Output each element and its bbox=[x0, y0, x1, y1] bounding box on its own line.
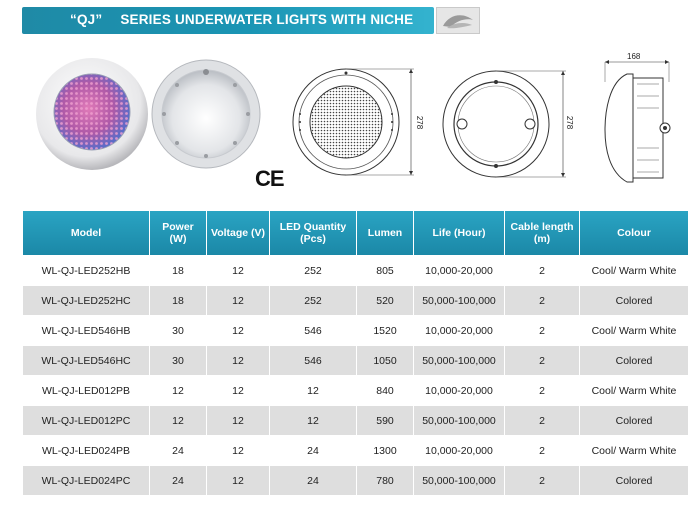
cell-power: 12 bbox=[150, 376, 206, 405]
cell-colour: Cool/ Warm White bbox=[580, 376, 688, 405]
cell-life: 50,000-100,000 bbox=[414, 466, 504, 495]
cell-colour: Colored bbox=[580, 466, 688, 495]
niche-photo bbox=[151, 59, 261, 169]
cell-voltage: 12 bbox=[207, 286, 269, 315]
cell-led-quantity: 252 bbox=[270, 286, 356, 315]
cell-voltage: 12 bbox=[207, 376, 269, 405]
ce-mark: CE bbox=[255, 166, 285, 191]
cell-power: 18 bbox=[150, 286, 206, 315]
spec-table: Model Power (W) Voltage (V) LED Quantity… bbox=[22, 210, 689, 496]
table-row: WL-QJ-LED252HB 18 12 252 805 10,000-20,0… bbox=[23, 256, 688, 285]
cell-life: 10,000-20,000 bbox=[414, 436, 504, 465]
cell-voltage: 12 bbox=[207, 436, 269, 465]
cell-model: WL-QJ-LED252HC bbox=[23, 286, 149, 315]
cell-voltage: 12 bbox=[207, 256, 269, 285]
title-banner: “QJ” SERIES UNDERWATER LIGHTS WITH NICHE bbox=[22, 7, 434, 34]
cell-cable-length: 2 bbox=[505, 406, 579, 435]
table-header-row: Model Power (W) Voltage (V) LED Quantity… bbox=[23, 211, 688, 255]
header-model: Model bbox=[23, 211, 149, 255]
cell-voltage: 12 bbox=[207, 316, 269, 345]
header-led-quantity: LED Quantity (Pcs) bbox=[270, 211, 356, 255]
front-view-drawing bbox=[292, 68, 414, 176]
cell-cable-length: 2 bbox=[505, 466, 579, 495]
cell-life: 50,000-100,000 bbox=[414, 346, 504, 375]
cell-lumen: 805 bbox=[357, 256, 413, 285]
cell-led-quantity: 12 bbox=[270, 376, 356, 405]
cell-model: WL-QJ-LED546HC bbox=[23, 346, 149, 375]
cell-power: 30 bbox=[150, 346, 206, 375]
cell-colour: Colored bbox=[580, 406, 688, 435]
cell-colour: Cool/ Warm White bbox=[580, 316, 688, 345]
cell-voltage: 12 bbox=[207, 406, 269, 435]
cell-model: WL-QJ-LED012PC bbox=[23, 406, 149, 435]
cell-model: WL-QJ-LED024PC bbox=[23, 466, 149, 495]
cell-led-quantity: 546 bbox=[270, 346, 356, 375]
table-row: WL-QJ-LED252HC 18 12 252 520 50,000-100,… bbox=[23, 286, 688, 315]
table-row: WL-QJ-LED546HC 30 12 546 1050 50,000-100… bbox=[23, 346, 688, 375]
cell-lumen: 840 bbox=[357, 376, 413, 405]
cell-life: 10,000-20,000 bbox=[414, 256, 504, 285]
cell-power: 18 bbox=[150, 256, 206, 285]
cell-cable-length: 2 bbox=[505, 376, 579, 405]
header-colour: Colour bbox=[580, 211, 688, 255]
cell-model: WL-QJ-LED024PB bbox=[23, 436, 149, 465]
cell-led-quantity: 24 bbox=[270, 436, 356, 465]
cell-life: 10,000-20,000 bbox=[414, 316, 504, 345]
back-height-dimension: 278 bbox=[565, 115, 575, 130]
cell-cable-length: 2 bbox=[505, 346, 579, 375]
cell-cable-length: 2 bbox=[505, 286, 579, 315]
cell-lumen: 1520 bbox=[357, 316, 413, 345]
cell-lumen: 590 bbox=[357, 406, 413, 435]
page-title: “QJ” SERIES UNDERWATER LIGHTS WITH NICHE bbox=[70, 12, 413, 27]
series-title: SERIES UNDERWATER LIGHTS WITH NICHE bbox=[120, 12, 414, 27]
cell-colour: Colored bbox=[580, 346, 688, 375]
cell-life: 50,000-100,000 bbox=[414, 406, 504, 435]
cell-model: WL-QJ-LED012PB bbox=[23, 376, 149, 405]
cell-cable-length: 2 bbox=[505, 436, 579, 465]
cell-life: 50,000-100,000 bbox=[414, 286, 504, 315]
table-row: WL-QJ-LED024PC 24 12 24 780 50,000-100,0… bbox=[23, 466, 688, 495]
table-row: WL-QJ-LED012PC 12 12 12 590 50,000-100,0… bbox=[23, 406, 688, 435]
cell-lumen: 520 bbox=[357, 286, 413, 315]
cell-power: 30 bbox=[150, 316, 206, 345]
cell-led-quantity: 546 bbox=[270, 316, 356, 345]
back-view-drawing bbox=[442, 70, 566, 178]
cell-colour: Colored bbox=[580, 286, 688, 315]
cell-model: WL-QJ-LED252HB bbox=[23, 256, 149, 285]
cell-cable-length: 2 bbox=[505, 256, 579, 285]
cell-model: WL-QJ-LED546HB bbox=[23, 316, 149, 345]
shell-logo-icon bbox=[443, 15, 473, 29]
cell-lumen: 1300 bbox=[357, 436, 413, 465]
front-height-dimension: 278 bbox=[415, 115, 425, 130]
cell-colour: Cool/ Warm White bbox=[580, 256, 688, 285]
cell-led-quantity: 252 bbox=[270, 256, 356, 285]
table-row: WL-QJ-LED024PB 24 12 24 1300 10,000-20,0… bbox=[23, 436, 688, 465]
side-width-dimension: 168 bbox=[627, 52, 641, 61]
cell-power: 24 bbox=[150, 466, 206, 495]
header-cable-length: Cable length (m) bbox=[505, 211, 579, 255]
header-voltage: Voltage (V) bbox=[207, 211, 269, 255]
cell-power: 24 bbox=[150, 436, 206, 465]
header-power: Power (W) bbox=[150, 211, 206, 255]
table-row: WL-QJ-LED012PB 12 12 12 840 10,000-20,00… bbox=[23, 376, 688, 405]
cell-lumen: 1050 bbox=[357, 346, 413, 375]
cell-life: 10,000-20,000 bbox=[414, 376, 504, 405]
cell-voltage: 12 bbox=[207, 346, 269, 375]
cell-led-quantity: 24 bbox=[270, 466, 356, 495]
series-code: “QJ” bbox=[70, 12, 103, 27]
header-lumen: Lumen bbox=[357, 211, 413, 255]
table-row: WL-QJ-LED546HB 30 12 546 1520 10,000-20,… bbox=[23, 316, 688, 345]
side-view-drawing bbox=[604, 60, 671, 183]
header-life: Life (Hour) bbox=[414, 211, 504, 255]
cell-led-quantity: 12 bbox=[270, 406, 356, 435]
cell-colour: Cool/ Warm White bbox=[580, 436, 688, 465]
brand-logo bbox=[436, 7, 480, 34]
cell-lumen: 780 bbox=[357, 466, 413, 495]
cell-cable-length: 2 bbox=[505, 316, 579, 345]
led-light-front-photo bbox=[36, 58, 148, 170]
cell-power: 12 bbox=[150, 406, 206, 435]
cell-voltage: 12 bbox=[207, 466, 269, 495]
